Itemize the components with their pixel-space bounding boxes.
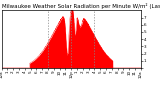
Text: Milwaukee Weather Solar Radiation per Minute W/m² (Last 24 Hours): Milwaukee Weather Solar Radiation per Mi… — [2, 3, 160, 9]
